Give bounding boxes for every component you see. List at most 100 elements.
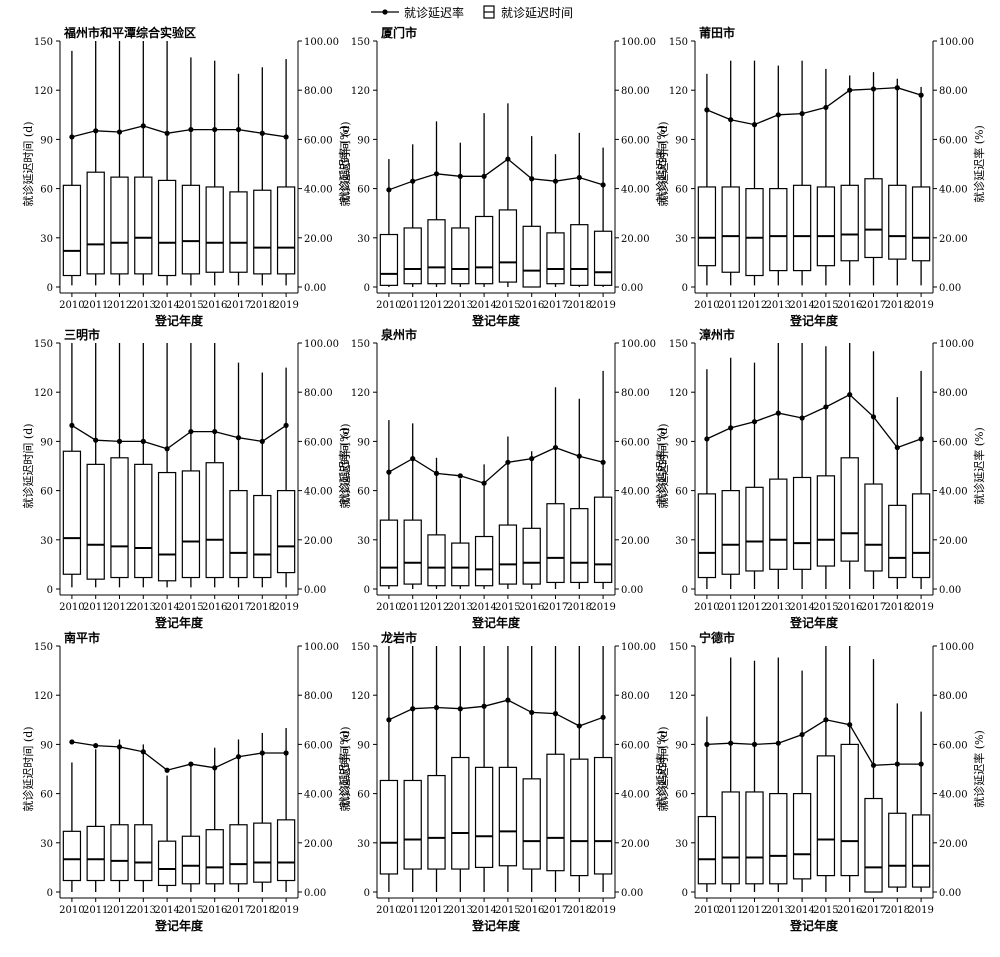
rate-point [847,87,853,93]
x-tick-label: 2016 [519,602,544,613]
x-axis-title: 登记年度 [154,615,204,630]
x-tick-label: 2017 [543,300,568,311]
box-2013 [451,756,470,870]
y2-tick-label: 60.00 [304,437,333,448]
x-axis-title: 登记年度 [154,918,204,933]
y-tick-label: 60 [675,185,688,196]
panel-2: 0 30 60 90 120 150 0.00 20.00 40.00 60.00 80.00 100… [338,25,668,328]
box-2017 [229,824,248,885]
box-2016 [840,184,859,262]
x-axis-title: 登记年度 [154,313,204,328]
y-tick-label: 90 [40,437,53,448]
rate-point [552,444,559,451]
x-tick-label: 2011 [83,905,108,916]
box-2017 [546,503,565,584]
rate-point [823,104,829,111]
rate-point [529,176,535,182]
rate-point [69,134,75,140]
box-2011 [403,227,422,285]
panel-title: 漳州市 [699,327,735,342]
box-2014 [474,766,494,868]
y-tick-label: 0 [364,283,370,294]
rate-point [918,436,924,442]
rate-point [188,126,194,133]
x-tick-label: 2016 [519,905,544,916]
x-tick-label: 2010 [59,602,84,613]
box-2012 [110,824,129,882]
rate-point [259,750,265,756]
y-tick-label: 0 [47,283,53,294]
box-2011 [721,186,740,273]
y2-tick-label: 80.00 [304,691,333,702]
y-tick-label: 30 [357,234,370,245]
box-2011 [403,779,422,870]
panel-9: 0 30 60 90 120 150 0.00 20.00 40.00 60.00 80.00 100… [656,630,986,933]
box-2017 [864,797,883,893]
box-2015 [498,766,518,867]
y2-tick-label: 60.00 [939,135,968,146]
rate-point [116,744,123,750]
box-2011 [403,519,422,585]
box-2017 [229,490,248,579]
rate-point [704,741,710,748]
rate-point [259,438,265,444]
y-axis-title: 就诊延迟时间 (d) [338,726,352,811]
y2-axis-title: 就诊延迟率 (%) [972,730,986,808]
y2-tick-label: 80.00 [304,388,333,399]
y-tick-label: 0 [47,888,53,899]
x-tick-label: 2010 [694,300,719,311]
x-tick-label: 2010 [694,905,719,916]
box-2012 [110,457,129,579]
x-tick-label: 2010 [59,905,84,916]
y2-tick-label: 0.00 [939,585,961,596]
y-tick-label: 150 [669,642,688,653]
x-tick-label: 2019 [590,602,615,613]
y-axis-title: 就诊延迟时间 (d) [656,726,670,811]
x-tick-label: 2019 [908,300,933,311]
y2-tick-label: 60.00 [621,437,650,448]
rate-point [212,428,218,435]
rate-point [410,456,416,462]
x-tick-label: 2011 [718,905,743,916]
x-tick-label: 2017 [226,602,251,613]
rate-line [71,741,287,771]
y-tick-label: 120 [669,86,688,97]
x-tick-label: 2017 [226,300,251,311]
y2-tick-label: 100.00 [939,339,974,350]
box-2011 [721,791,740,885]
y-tick-label: 150 [669,37,688,48]
x-tick-label: 2014 [471,905,496,916]
box-2015 [181,470,201,579]
rate-point [140,749,146,755]
rate-point [704,436,710,442]
rate-point [69,422,75,429]
box-2014 [157,179,177,277]
rate-point [704,107,710,113]
x-tick-label: 2016 [837,905,862,916]
y2-axis-title: 就诊延迟率 (%) [654,125,668,203]
y-axis-title: 就诊延迟时间 (d) [21,121,35,206]
box-2013 [134,463,153,579]
y2-tick-label: 20.00 [621,234,650,245]
box-2015 [181,184,201,275]
panel-title: 莆田市 [699,25,735,40]
y-tick-label: 60 [357,487,370,498]
rate-line [388,158,604,191]
y2-tick-label: 100.00 [621,339,656,350]
y-tick-label: 30 [675,839,688,850]
box-2018 [253,822,272,883]
panel-title: 福州市和平潭综合实验区 [63,25,196,40]
rate-point [576,723,582,729]
y2-tick-label: 20.00 [621,536,650,547]
y-tick-label: 60 [357,790,370,801]
rate-point [751,419,758,425]
y-tick-label: 30 [40,536,53,547]
y2-tick-label: 0.00 [304,585,326,596]
y-axis-title: 就诊延迟时间 (d) [21,726,35,811]
x-tick-label: 2016 [202,300,227,311]
y-axis-title: 就诊延迟时间 (d) [338,121,352,206]
x-tick-label: 2016 [202,602,227,613]
y2-axis-title: 就诊延迟率 (%) [972,125,986,203]
rate-point [410,178,416,184]
rate-point [918,761,924,767]
